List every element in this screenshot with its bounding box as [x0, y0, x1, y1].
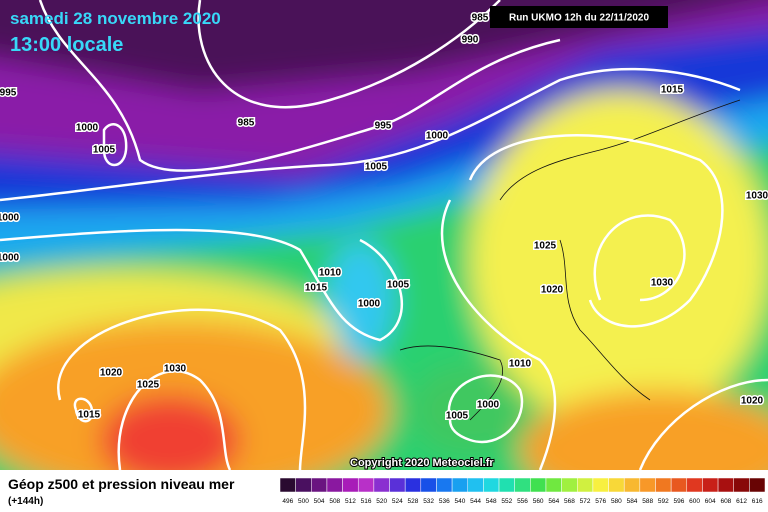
- scale-swatch: [577, 477, 594, 493]
- scale-swatch: [639, 477, 656, 493]
- scale-label: 580: [611, 498, 622, 505]
- scale-swatch: [483, 477, 500, 493]
- isobar-label: 1005: [387, 280, 410, 291]
- scale-swatch: [311, 477, 328, 493]
- scale-swatch: [592, 477, 609, 493]
- scale-swatch: [467, 477, 484, 493]
- scale-swatch: [702, 477, 719, 493]
- scale-swatch: [545, 477, 562, 493]
- isobar-label: 1030: [164, 364, 187, 375]
- scale-label: 536: [439, 498, 450, 505]
- scale-label: 552: [501, 498, 512, 505]
- copyright: Copyright 2020 Meteociel.fr: [350, 457, 494, 469]
- isobar-label: 1015: [305, 283, 328, 294]
- scale-swatch: [623, 477, 641, 493]
- scale-swatch: [357, 477, 375, 493]
- isobar-label: 1025: [137, 380, 160, 391]
- scale-swatch: [561, 477, 578, 493]
- isobar-label: 1000: [0, 213, 20, 224]
- scale-label: 600: [689, 498, 700, 505]
- isobar-label: 1020: [541, 285, 564, 296]
- scale-label: 556: [517, 498, 528, 505]
- scale-label: 560: [533, 498, 544, 505]
- scale-label: 520: [376, 498, 387, 505]
- scale-label: 528: [408, 498, 419, 505]
- isobar-label: 1025: [534, 241, 557, 252]
- isobar-label: 1000: [426, 131, 449, 142]
- scale-label: 524: [392, 498, 403, 505]
- scale-swatch: [608, 477, 625, 493]
- scale-label: 572: [580, 498, 591, 505]
- legend-subtitle: (+144h): [8, 496, 43, 507]
- isobar-label: 1020: [741, 396, 764, 407]
- legend-title: Géop z500 et pression niveau mer: [8, 476, 235, 492]
- scale-label: 568: [564, 498, 575, 505]
- isobar-label: 1005: [446, 411, 469, 422]
- isobar-label: 995: [375, 121, 392, 132]
- scale-swatch: [717, 477, 734, 493]
- scale-label: 576: [595, 498, 606, 505]
- isobar-label: 1000: [76, 123, 99, 134]
- scale-swatch: [749, 477, 766, 493]
- isobar-label: 1030: [651, 278, 674, 289]
- scale-label: 516: [361, 498, 372, 505]
- scale-swatch: [326, 477, 343, 493]
- isobar-label: 1030: [746, 191, 768, 202]
- isobar-label: 1020: [100, 368, 123, 379]
- scale-label: 504: [314, 498, 325, 505]
- isobar-label: 1005: [365, 162, 388, 173]
- scale-swatch: [342, 477, 359, 493]
- scale-label: 508: [329, 498, 340, 505]
- scale-swatch: [686, 477, 703, 493]
- scale-label: 532: [423, 498, 434, 505]
- scale-swatch: [420, 477, 437, 493]
- scale-swatch: [404, 477, 422, 493]
- run-box: [490, 6, 668, 28]
- isobar-label: 1005: [93, 145, 116, 156]
- scale-swatch: [514, 477, 531, 493]
- scale-label: 608: [720, 498, 731, 505]
- isobar-label: 985: [238, 118, 255, 129]
- scale-label: 612: [736, 498, 747, 505]
- isobar-label: 995: [0, 88, 17, 99]
- isobar-label: 1015: [661, 85, 684, 96]
- scale-label: 512: [345, 498, 356, 505]
- scale-label: 564: [548, 498, 559, 505]
- scale-swatch: [655, 477, 672, 493]
- scale-swatch: [451, 477, 468, 493]
- isobar-label: 985: [472, 13, 489, 24]
- isobar-label: 1000: [358, 299, 381, 310]
- scale-label: 540: [454, 498, 465, 505]
- scale-swatch: [295, 477, 312, 493]
- isobar-label: 1010: [319, 268, 342, 279]
- isobar-label: 1000: [477, 400, 500, 411]
- scale-swatch: [436, 477, 453, 493]
- scale-label: 548: [486, 498, 497, 505]
- scale-swatch: [498, 477, 515, 493]
- scale-label: 500: [298, 498, 309, 505]
- scale-label: 592: [658, 498, 669, 505]
- time: 13:00 locale: [10, 34, 123, 56]
- date: samedi 28 novembre 2020: [10, 9, 221, 28]
- scale-swatch: [389, 477, 406, 493]
- scale-swatch: [373, 477, 390, 493]
- scale-label: 584: [627, 498, 638, 505]
- isobar-label: 990: [462, 35, 479, 46]
- scale-label: 604: [705, 498, 716, 505]
- scale-swatch: [670, 477, 688, 493]
- scale-label: 596: [674, 498, 685, 505]
- isobar-label: 1000: [0, 253, 20, 264]
- run-label: Run UKMO 12h du 22/11/2020: [509, 13, 649, 24]
- isobar-label: 1010: [509, 359, 532, 370]
- scale-label: 496: [282, 498, 293, 505]
- scale-swatch: [530, 477, 547, 493]
- scale-label: 588: [642, 498, 653, 505]
- scale-swatch: [279, 477, 296, 493]
- scale-swatch: [733, 477, 750, 493]
- scale-label: 616: [752, 498, 763, 505]
- isobar-label: 1015: [78, 410, 101, 421]
- scale-label: 544: [470, 498, 481, 505]
